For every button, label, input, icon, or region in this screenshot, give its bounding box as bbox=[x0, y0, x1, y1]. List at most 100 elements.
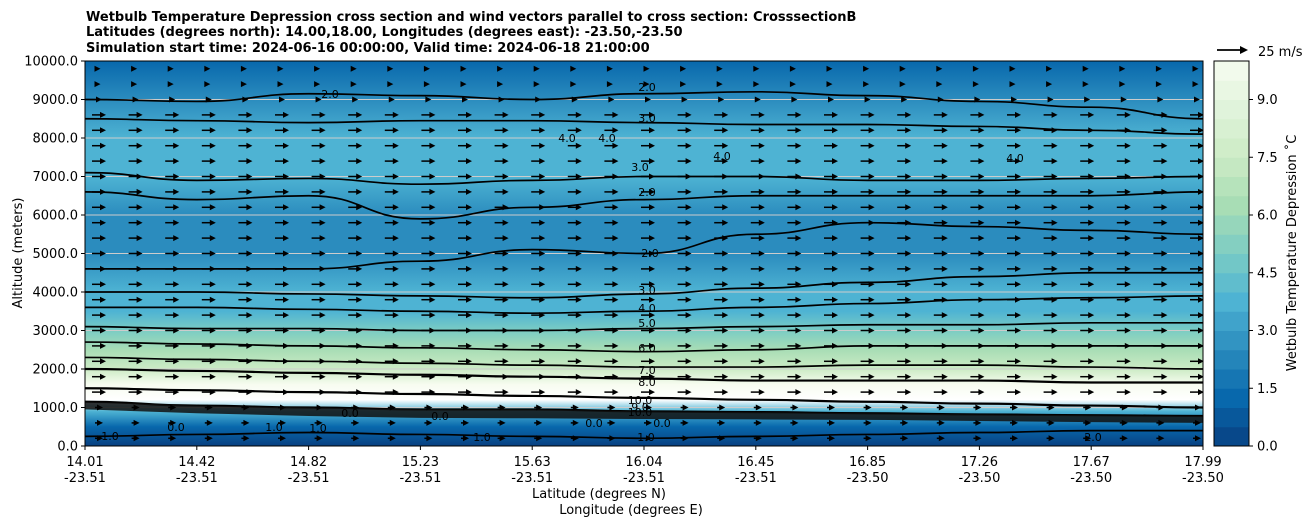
wind-vector bbox=[750, 342, 765, 349]
wind-vector bbox=[348, 158, 363, 165]
wind-vector bbox=[567, 111, 582, 118]
wind-vector bbox=[677, 173, 692, 180]
wind-vector bbox=[1153, 373, 1168, 380]
wind-vector bbox=[1155, 65, 1162, 72]
wind-vector bbox=[92, 127, 106, 134]
wind-vector bbox=[824, 127, 838, 134]
wind-vector bbox=[388, 96, 395, 103]
wind-vector bbox=[128, 158, 143, 165]
wind-vector bbox=[238, 219, 253, 226]
wind-vector bbox=[641, 188, 655, 195]
wind-vector bbox=[1043, 312, 1058, 319]
wind-vector bbox=[641, 127, 655, 134]
wind-vector bbox=[1043, 142, 1058, 149]
wind-vector bbox=[238, 327, 253, 334]
wind-vector bbox=[277, 65, 284, 72]
wind-vector bbox=[860, 127, 875, 134]
wind-vector bbox=[458, 296, 472, 303]
wind-vector bbox=[461, 435, 469, 442]
wind-vector bbox=[604, 158, 619, 165]
wind-vector bbox=[641, 265, 655, 272]
contour-line-7 bbox=[85, 321, 1203, 332]
wind-vector bbox=[92, 219, 106, 226]
contour-label-28: 1.0 bbox=[473, 431, 491, 444]
y-tick-label: 10000.0 bbox=[24, 55, 78, 70]
wind-vector bbox=[311, 358, 326, 365]
wind-vector bbox=[531, 265, 546, 272]
wind-vector bbox=[494, 188, 509, 195]
wind-vector bbox=[787, 296, 802, 303]
wind-vector bbox=[787, 173, 802, 180]
y-tick-label: 6000.0 bbox=[33, 209, 79, 224]
wind-vector bbox=[750, 327, 765, 334]
wind-vector bbox=[1080, 327, 1095, 334]
colorbar-tick-label: 6.0 bbox=[1257, 209, 1278, 224]
wind-vector bbox=[970, 235, 985, 242]
wind-vector bbox=[238, 342, 253, 349]
wind-vector bbox=[241, 404, 250, 411]
wind-vector bbox=[1007, 173, 1021, 180]
x-tick-label-lon: -23.50 bbox=[958, 471, 1000, 486]
wind-vector bbox=[421, 142, 436, 149]
wind-vector bbox=[717, 404, 726, 411]
contour-label-13: 7.0 bbox=[638, 364, 656, 377]
wind-vector bbox=[1193, 419, 1201, 426]
wind-vector bbox=[131, 65, 138, 72]
wind-vector bbox=[1116, 281, 1131, 288]
x-tick-label-lon: -23.51 bbox=[511, 471, 553, 486]
wind-vector bbox=[494, 296, 509, 303]
colorbar-tick-label: 7.5 bbox=[1257, 151, 1278, 166]
contour-label-26: 2.0 bbox=[1084, 431, 1102, 444]
wind-vector bbox=[750, 235, 765, 242]
wind-vector bbox=[128, 373, 143, 380]
wind-vector bbox=[1043, 358, 1058, 365]
wind-vector bbox=[933, 342, 948, 349]
wind-vector bbox=[824, 204, 838, 211]
wind-vector bbox=[824, 173, 838, 180]
wind-vector bbox=[348, 142, 363, 149]
wind-vector bbox=[1153, 265, 1168, 272]
wind-vector bbox=[860, 158, 875, 165]
wind-vector bbox=[936, 435, 945, 442]
wind-vector bbox=[275, 173, 289, 180]
colorbar-tick-label: 4.5 bbox=[1257, 266, 1278, 281]
wind-vector bbox=[753, 435, 762, 442]
wind-vector bbox=[348, 111, 363, 118]
wind-vector bbox=[238, 158, 253, 165]
wind-vector bbox=[458, 235, 472, 242]
wind-vector bbox=[567, 312, 582, 319]
colorbar-segment bbox=[1214, 388, 1249, 408]
wind-vector bbox=[531, 188, 546, 195]
wind-vector bbox=[677, 219, 692, 226]
wind-vector bbox=[750, 173, 765, 180]
wind-vector bbox=[311, 373, 326, 380]
wind-vector bbox=[348, 358, 363, 365]
wind-vector bbox=[899, 81, 906, 88]
wind-vector bbox=[900, 435, 909, 442]
wind-vector bbox=[531, 235, 546, 242]
wind-vector bbox=[128, 296, 143, 303]
wind-vector bbox=[165, 327, 180, 334]
wind-vector bbox=[1193, 404, 1201, 411]
wind-vector bbox=[352, 96, 359, 103]
x-axis-label-longitude: Longitude (degrees E) bbox=[559, 503, 703, 518]
wind-vector bbox=[897, 312, 912, 319]
wind-vector bbox=[1116, 342, 1131, 349]
wind-vector bbox=[458, 389, 472, 396]
wind-vector bbox=[531, 127, 546, 134]
wind-vector bbox=[94, 81, 101, 88]
wind-vector bbox=[238, 142, 253, 149]
wind-vector bbox=[534, 404, 543, 411]
wind-vector bbox=[641, 281, 655, 288]
wind-vector bbox=[421, 296, 436, 303]
wind-vector bbox=[315, 96, 322, 103]
contour-label-6: 3.0 bbox=[631, 161, 649, 174]
wind-vector bbox=[494, 219, 509, 226]
wind-vector bbox=[275, 127, 289, 134]
wind-vector bbox=[824, 142, 838, 149]
wind-vector bbox=[238, 389, 253, 396]
wind-vector bbox=[238, 250, 253, 257]
contour-labels: 2.0 3.0 4.0 4.0 4.0 4.0 3.0 2.0 2.0 3.0 4.0 5.0 6.0 7… bbox=[101, 81, 1102, 444]
wind-vector bbox=[1116, 265, 1131, 272]
wind-vector bbox=[860, 342, 875, 349]
